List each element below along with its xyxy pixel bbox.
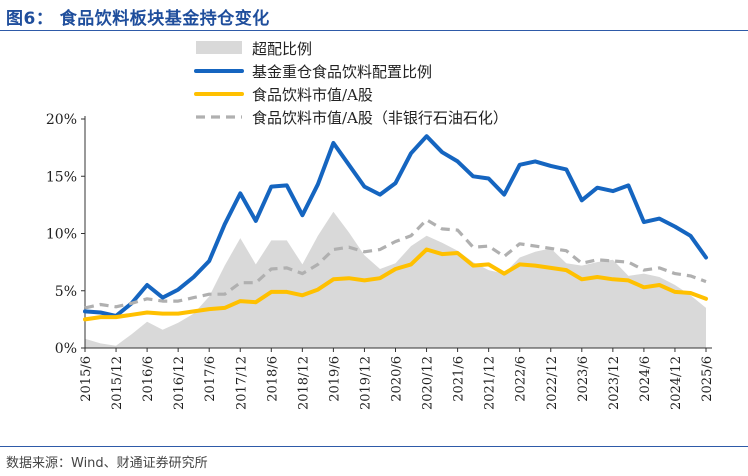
x-tick-label: 2023/12	[607, 356, 622, 410]
x-tick-label: 2018/6	[265, 356, 280, 402]
y-tick-label: 20%	[46, 112, 77, 128]
legend-label-0: 超配比例	[252, 40, 312, 58]
y-tick-label: 10%	[46, 227, 77, 243]
legend-swatch-0	[196, 41, 242, 54]
series-line-2	[83, 247, 708, 322]
x-tick-label: 2016/12	[172, 356, 187, 410]
x-tick-label: 2019/12	[358, 356, 373, 410]
x-tick-label: 2020/12	[421, 356, 436, 410]
axes	[84, 116, 712, 349]
x-tick-label: 2023/6	[576, 356, 591, 402]
y-tick-label: 15%	[46, 169, 77, 185]
legend: 超配比例基金重仓食品饮料配置比例食品饮料市值/A股食品饮料市值/A股（非银行石油…	[194, 40, 508, 127]
x-tick-label: 2018/12	[296, 356, 311, 410]
x-tick-label: 2016/6	[141, 356, 156, 402]
legend-label-3: 食品饮料市值/A股（非银行石油石化）	[252, 109, 508, 127]
x-tick-label: 2015/12	[110, 356, 125, 410]
ticks-layer: 0% 5% 10% 15% 20% 2015/6 2015/12 2016/6 2016/12 2…	[46, 112, 715, 410]
y-tick-label: 0%	[55, 341, 77, 357]
x-tick-label: 2020/6	[390, 356, 405, 402]
x-tick-label: 2025/6	[700, 356, 715, 402]
area-layer	[85, 211, 706, 348]
title-rule	[0, 30, 748, 31]
lines-layer	[83, 134, 708, 322]
series-line-1	[83, 134, 708, 318]
legend-label-2: 食品饮料市值/A股	[252, 86, 373, 104]
x-tick-label: 2017/12	[234, 356, 249, 410]
legend-label-1: 基金重仓食品饮料配置比例	[252, 63, 432, 81]
x-tick-label: 2019/6	[327, 356, 342, 402]
x-tick-label: 2022/6	[514, 356, 529, 402]
figure-title: 图6： 食品饮料板块基金持仓变化	[6, 9, 270, 29]
x-tick-label: 2017/6	[203, 356, 218, 402]
series-line-3	[84, 218, 707, 310]
x-tick-label: 2024/6	[638, 356, 653, 402]
chart: 超配比例基金重仓食品饮料配置比例食品饮料市值/A股食品饮料市值/A股（非银行石油…	[46, 40, 715, 410]
x-tick-label: 2022/12	[545, 356, 560, 410]
x-tick-label: 2021/6	[452, 356, 467, 402]
series-area-0	[85, 211, 706, 348]
x-tick-label: 2024/12	[669, 356, 684, 410]
x-tick-label: 2021/12	[483, 356, 498, 410]
x-tick-label: 2015/6	[79, 356, 94, 402]
source-rule	[0, 446, 748, 447]
source-note: 数据来源：Wind、财通证券研究所	[6, 456, 208, 471]
y-tick-label: 5%	[55, 284, 77, 300]
